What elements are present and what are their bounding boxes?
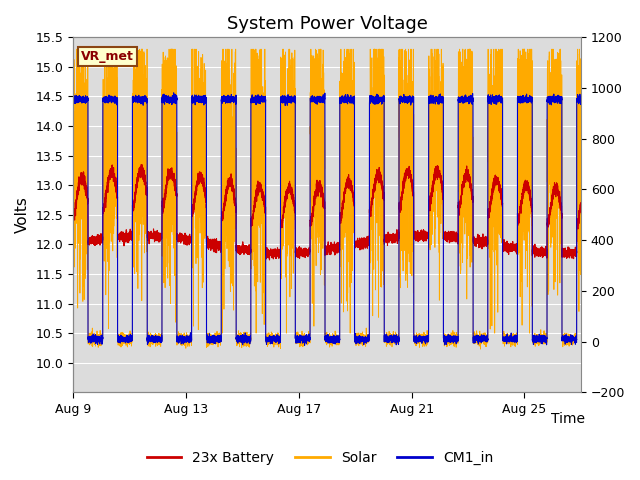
Title: System Power Voltage: System Power Voltage (227, 15, 428, 33)
Legend: 23x Battery, Solar, CM1_in: 23x Battery, Solar, CM1_in (141, 445, 499, 471)
X-axis label: Time: Time (551, 412, 585, 426)
Y-axis label: Volts: Volts (15, 196, 30, 233)
Text: VR_met: VR_met (81, 50, 134, 63)
